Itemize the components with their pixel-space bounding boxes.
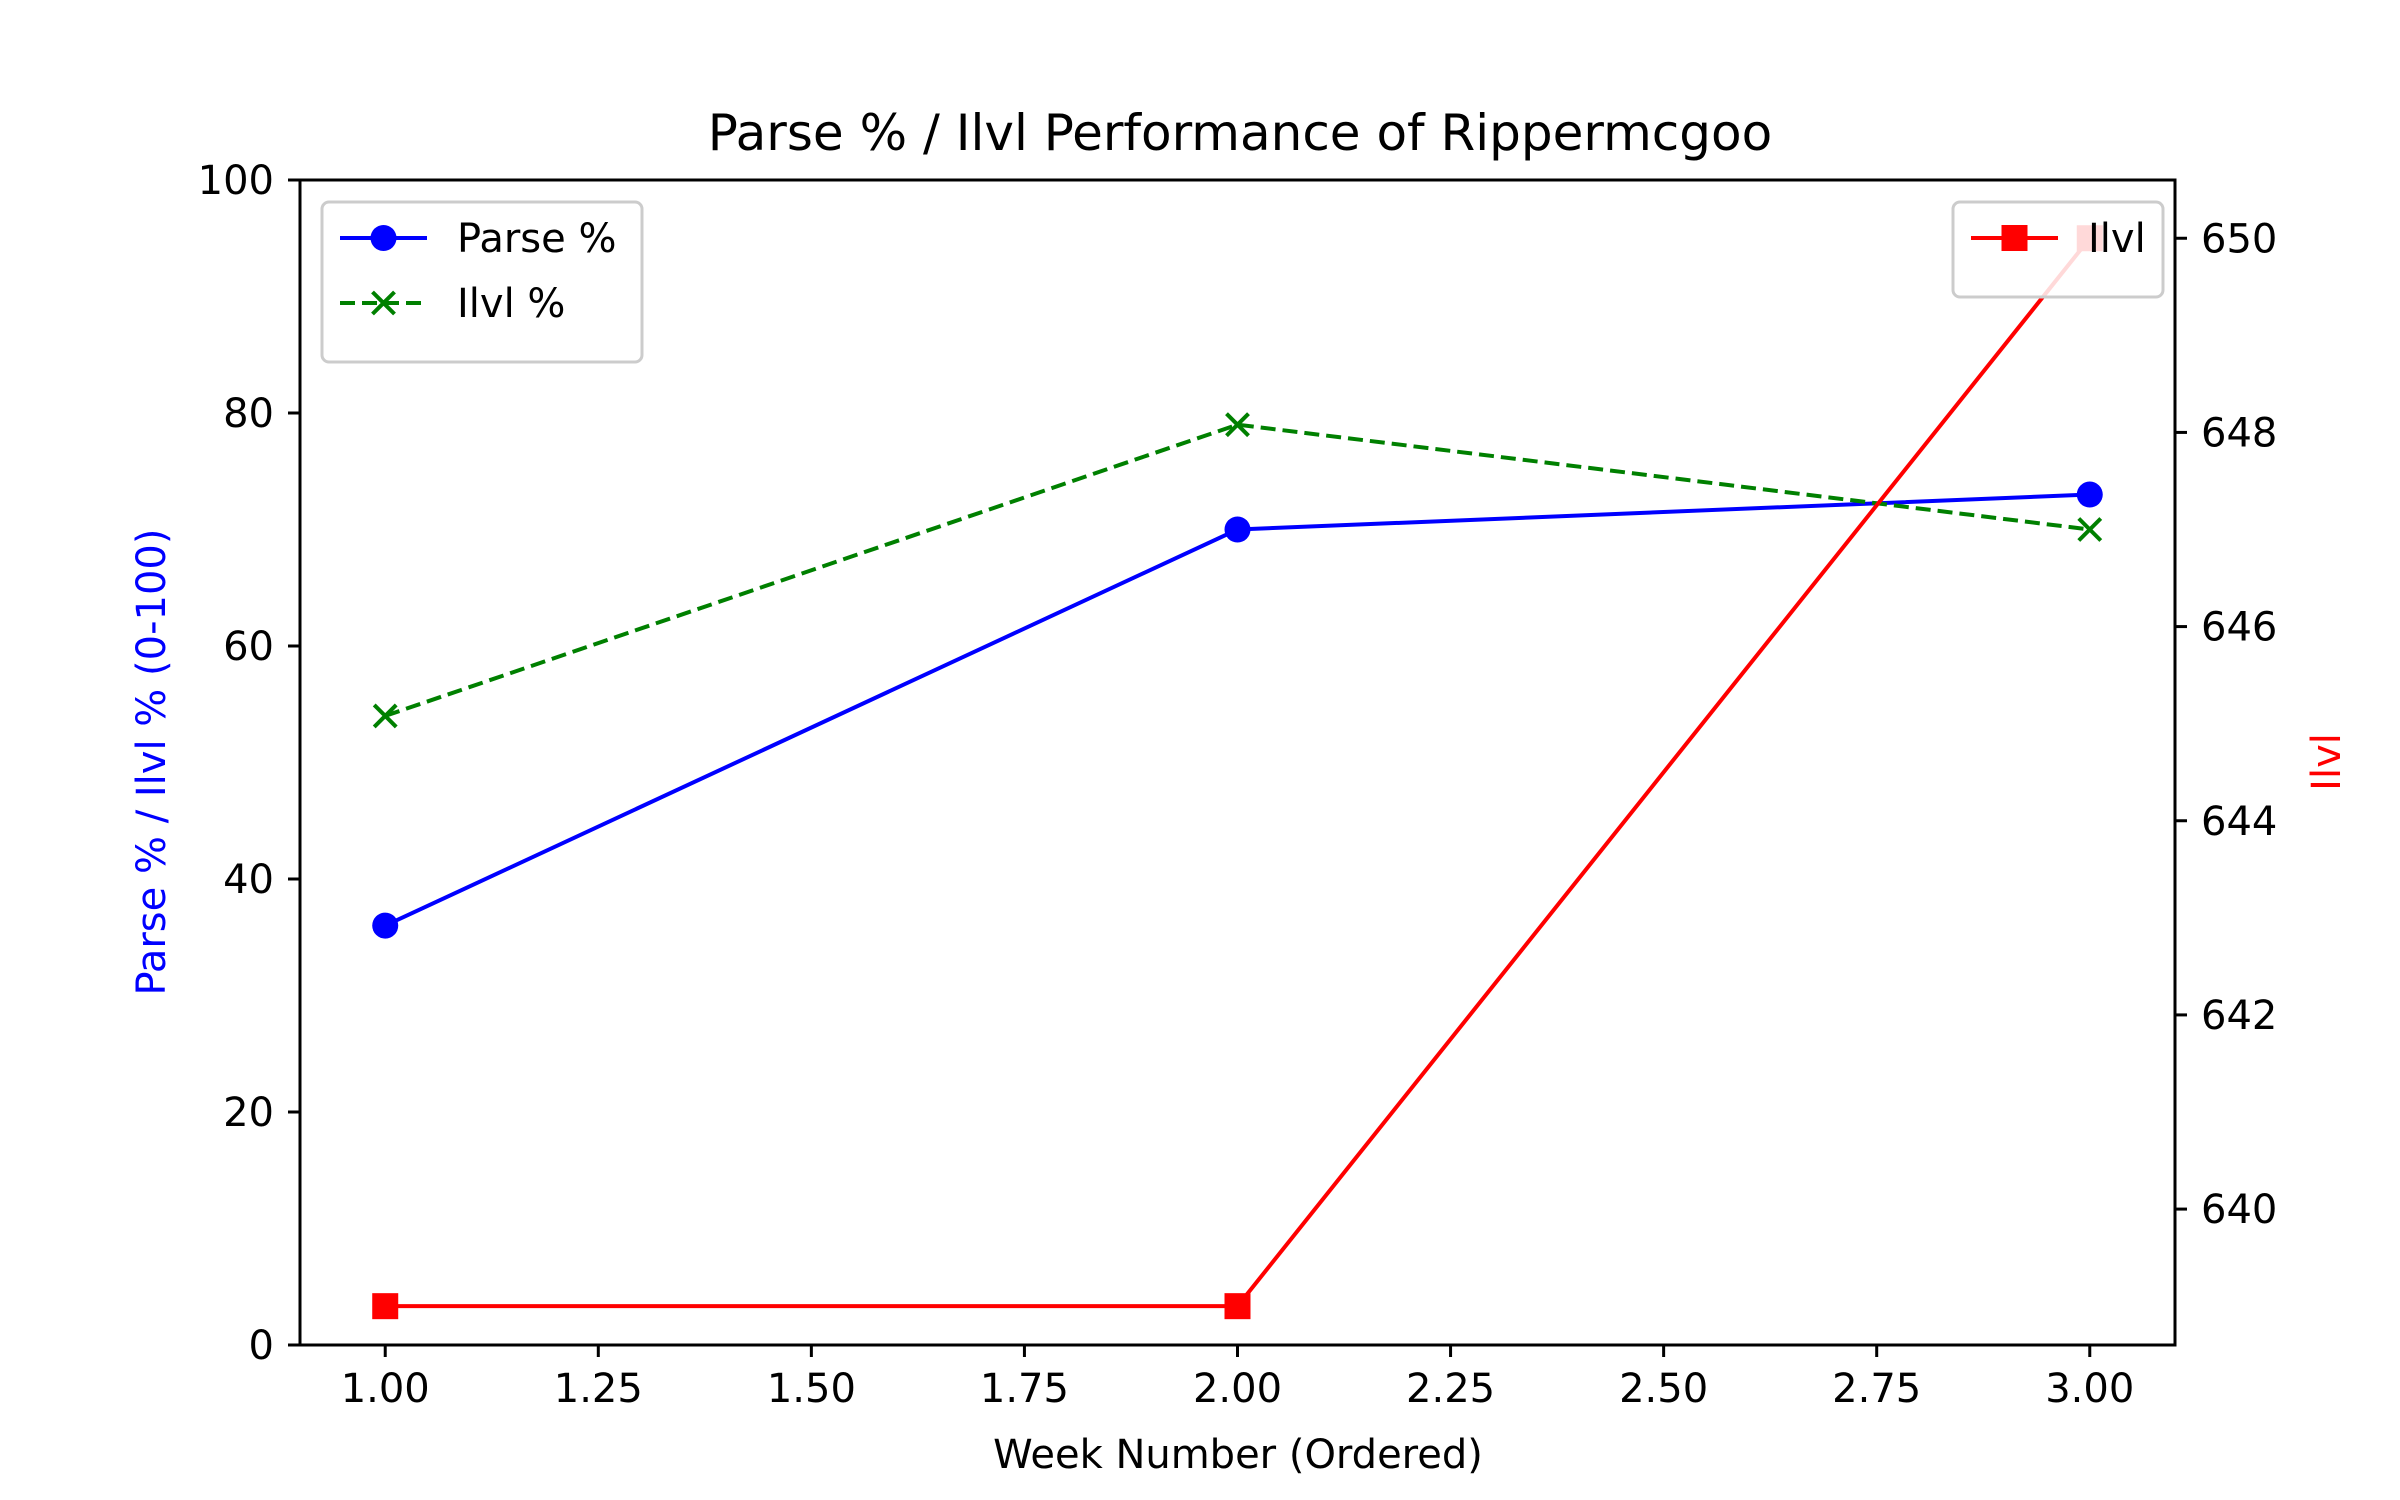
data-point-ilvl [372,703,398,729]
y-left-tick-label: 60 [223,624,274,670]
y-left-tick-label: 100 [198,158,274,204]
y-axis-right-label: Ilvl [2304,733,2350,791]
y-left-tick-label: 20 [223,1090,274,1136]
x-tick-label: 2.50 [1619,1366,1708,1412]
data-point-ilvl [1224,1293,1251,1320]
legend-marker [371,290,396,316]
legend-box [320,200,644,364]
y-right-tick-label: 648 [2201,410,2277,456]
data-point-parse [372,912,399,939]
x-tick-label: 1.75 [980,1366,1069,1412]
x-tick-label: 3.00 [2045,1366,2134,1412]
legend-marker [370,225,397,251]
y-right-tick-label: 646 [2201,605,2277,651]
legend-label: Ilvl [2088,216,2146,262]
y-right-tick-label: 644 [2201,799,2277,845]
plot-area: 1.00 1.25 1.50 1.75 2.00 2.25 2.50 2.75 3.00 0 20 4… [198,158,2278,1412]
y-left-tick-label: 40 [223,857,274,903]
y-right-tick-label: 650 [2201,216,2277,262]
chart-title: Parse % / Ilvl Performance of Rippermcgo… [708,104,1772,162]
data-point-ilvl [1225,412,1250,438]
x-tick-label: 1.25 [554,1366,643,1412]
x-tick-label: 2.00 [1193,1366,1282,1412]
y-right-tick-label: 640 [2201,1187,2277,1233]
y-left-tick-label: 80 [223,391,274,437]
y-right-tick-label: 642 [2201,993,2277,1039]
data-point-parse [2076,481,2103,508]
data-point-parse [1224,516,1251,543]
x-tick-label: 2.25 [1406,1366,1495,1412]
data-point-ilvl [372,1293,399,1320]
x-tick-label: 2.75 [1832,1366,1921,1412]
x-tick-label: 1.00 [341,1366,430,1412]
legend-label: Ilvl % [457,281,565,327]
legend-label: Parse % [457,216,616,262]
x-axis-label: Week Number (Ordered) [993,1432,1483,1478]
x-tick-label: 1.50 [767,1366,856,1412]
y-axis-left-label: Parse % / Ilvl % (0-100) [129,529,175,996]
series-line-ilvl [384,422,2091,718]
plot-frame [298,178,2177,1347]
legend-marker [2001,225,2028,251]
data-point-ilvl [2077,517,2103,542]
y-left-tick-label: 0 [249,1323,274,1369]
